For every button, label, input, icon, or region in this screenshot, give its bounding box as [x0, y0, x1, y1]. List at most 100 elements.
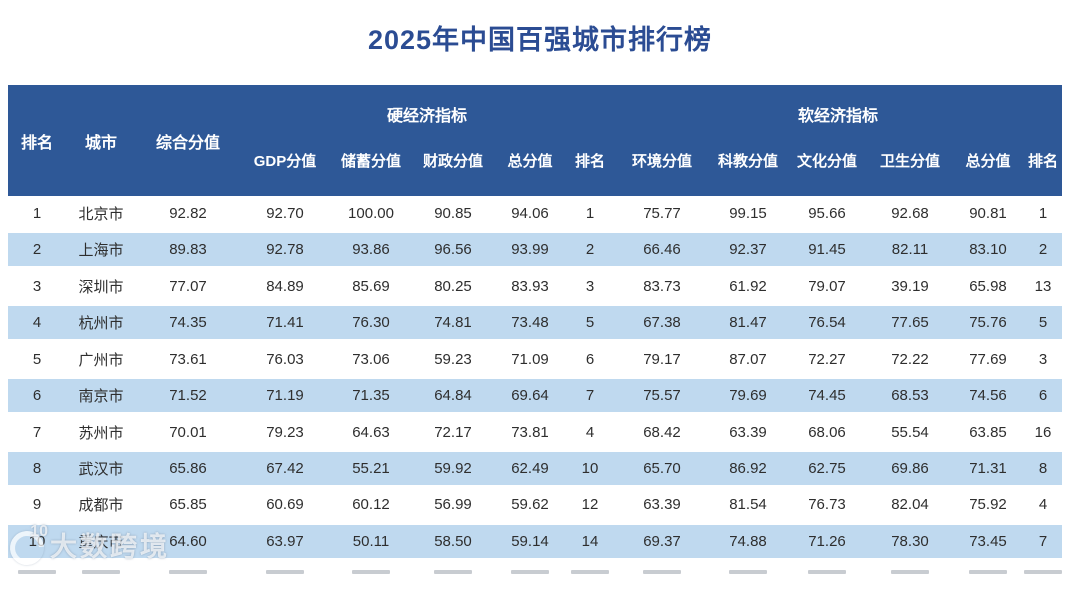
savings-score-cell: 73.06 — [352, 350, 390, 368]
clipped-cell — [614, 562, 710, 594]
soft-total-cell: 83.10 — [969, 241, 1007, 259]
hard-total-cell: 94.06 — [511, 204, 549, 222]
fiscal-score-cell: 90.85 — [434, 204, 472, 222]
fiscal-score-cell: 74.81 — [434, 314, 472, 332]
clipped-cell — [240, 562, 330, 594]
composite-score-cell: 77.07 — [169, 277, 207, 295]
composite-score-cell: 73.61 — [169, 350, 207, 368]
rank-cell: 3 — [32, 277, 42, 295]
ranking-table: 排名 城市 综合分值 硬经济指标 软经济指标 GDP分值 储蓄分值 财政分值 总… — [8, 85, 1062, 598]
sci-edu-score-cell: 86.92 — [729, 459, 767, 477]
fiscal-score-cell: 59.23 — [434, 350, 472, 368]
env-score-cell: 79.17 — [643, 350, 681, 368]
gdp-score-cell: 84.89 — [266, 277, 304, 295]
city-cell: 上海市 — [78, 242, 124, 260]
table-row: 1 北京市 92.82 92.70 100.00 90.85 94.06 1 75.77 99.1… — [8, 197, 1062, 229]
rank-cell: 7 — [32, 423, 42, 441]
soft-total-cell: 75.76 — [969, 314, 1007, 332]
soft-rank-cell: 7 — [1038, 532, 1048, 550]
composite-score-cell: 89.83 — [169, 241, 207, 259]
table-row: 9 成都市 65.85 60.69 60.12 56.99 59.62 12 63.39 81.5… — [8, 489, 1062, 521]
clipped-cell — [330, 562, 412, 594]
gdp-score-cell: 71.41 — [266, 314, 304, 332]
sci-edu-score-cell: 87.07 — [729, 350, 767, 368]
soft-total-cell: 73.45 — [969, 532, 1007, 550]
clipped-cell — [786, 562, 868, 594]
col-header-composite: 综合分值 — [155, 134, 220, 152]
soft-rank-cell: 3 — [1038, 350, 1048, 368]
fiscal-score-cell: 56.99 — [434, 496, 472, 514]
env-score-cell: 63.39 — [643, 496, 681, 514]
hard-total-cell: 69.64 — [511, 387, 549, 405]
hard-rank-cell: 12 — [581, 496, 599, 514]
savings-score-cell: 60.12 — [352, 496, 390, 514]
soft-total-cell: 63.85 — [969, 423, 1007, 441]
culture-score-cell: 71.26 — [808, 532, 846, 550]
composite-score-cell: 92.82 — [169, 204, 207, 222]
clipped-cell — [494, 562, 566, 594]
composite-score-cell: 71.52 — [169, 387, 207, 405]
hard-rank-cell: 5 — [585, 314, 595, 332]
rank-cell: 6 — [32, 387, 42, 405]
env-score-cell: 75.77 — [643, 204, 681, 222]
hard-rank-cell: 4 — [585, 423, 595, 441]
culture-score-cell: 76.73 — [808, 496, 846, 514]
health-score-cell: 82.11 — [891, 241, 929, 259]
rank-cell: 1 — [32, 204, 42, 222]
col-header-fiscal-score: 财政分值 — [422, 153, 483, 170]
culture-score-cell: 76.54 — [808, 314, 846, 332]
savings-score-cell: 100.00 — [348, 204, 394, 222]
table-row: 10 重庆市 64.60 63.97 50.11 58.50 59.14 14 69.37 74.… — [8, 525, 1062, 558]
clipped-cell — [868, 562, 952, 594]
city-cell: 杭州市 — [78, 315, 124, 333]
composite-score-cell: 70.01 — [169, 423, 207, 441]
rank-cell: 5 — [32, 350, 42, 368]
sci-edu-score-cell: 99.15 — [729, 204, 767, 222]
culture-score-cell: 79.07 — [808, 277, 846, 295]
hard-rank-cell: 14 — [581, 532, 599, 550]
env-score-cell: 67.38 — [643, 314, 681, 332]
fiscal-score-cell: 72.17 — [434, 423, 472, 441]
soft-total-cell: 90.81 — [969, 204, 1007, 222]
city-cell: 苏州市 — [78, 424, 124, 442]
table-row: 6 南京市 71.52 71.19 71.35 64.84 69.64 7 75.57 79.69… — [8, 379, 1062, 412]
health-score-cell: 77.65 — [891, 314, 929, 332]
clipped-cell — [952, 562, 1024, 594]
soft-rank-cell: 4 — [1038, 496, 1048, 514]
group-header-hard-economy: 硬经济指标 — [386, 108, 467, 125]
health-score-cell: 72.22 — [891, 350, 929, 368]
culture-score-cell: 91.45 — [808, 241, 846, 259]
table-header: 排名 城市 综合分值 硬经济指标 软经济指标 GDP分值 储蓄分值 财政分值 总… — [8, 85, 1062, 196]
city-cell: 深圳市 — [78, 278, 124, 296]
composite-score-cell: 74.35 — [169, 314, 207, 332]
savings-score-cell: 93.86 — [352, 241, 390, 259]
soft-total-cell: 65.98 — [969, 277, 1007, 295]
col-header-hard-rank: 排名 — [574, 153, 605, 170]
hard-total-cell: 73.81 — [511, 423, 549, 441]
group-header-soft-economy: 软经济指标 — [797, 108, 878, 125]
env-score-cell: 69.37 — [643, 532, 681, 550]
hard-total-cell: 59.62 — [511, 496, 549, 514]
sci-edu-score-cell: 74.88 — [729, 532, 767, 550]
clipped-cell — [66, 562, 136, 594]
composite-score-cell: 64.60 — [169, 532, 207, 550]
env-score-cell: 83.73 — [643, 277, 681, 295]
table-body: 1 北京市 92.82 92.70 100.00 90.85 94.06 1 75.77 99.1… — [8, 197, 1062, 594]
sci-edu-score-cell: 61.92 — [729, 277, 767, 295]
culture-score-cell: 62.75 — [808, 459, 846, 477]
col-header-hard-total: 总分值 — [507, 153, 553, 170]
sci-edu-score-cell: 79.69 — [729, 387, 767, 405]
hard-rank-cell: 7 — [585, 387, 595, 405]
city-cell: 南京市 — [78, 388, 124, 406]
hard-total-cell: 71.09 — [511, 350, 549, 368]
culture-score-cell: 72.27 — [808, 350, 846, 368]
env-score-cell: 68.42 — [643, 423, 681, 441]
env-score-cell: 75.57 — [643, 387, 681, 405]
savings-score-cell: 85.69 — [352, 277, 390, 295]
gdp-score-cell: 63.97 — [266, 532, 304, 550]
clipped-cell — [710, 562, 786, 594]
sci-edu-score-cell: 81.54 — [729, 496, 767, 514]
rank-cell: 2 — [32, 241, 42, 259]
col-header-health-score: 卫生分值 — [879, 153, 940, 170]
hard-rank-cell: 10 — [581, 459, 599, 477]
